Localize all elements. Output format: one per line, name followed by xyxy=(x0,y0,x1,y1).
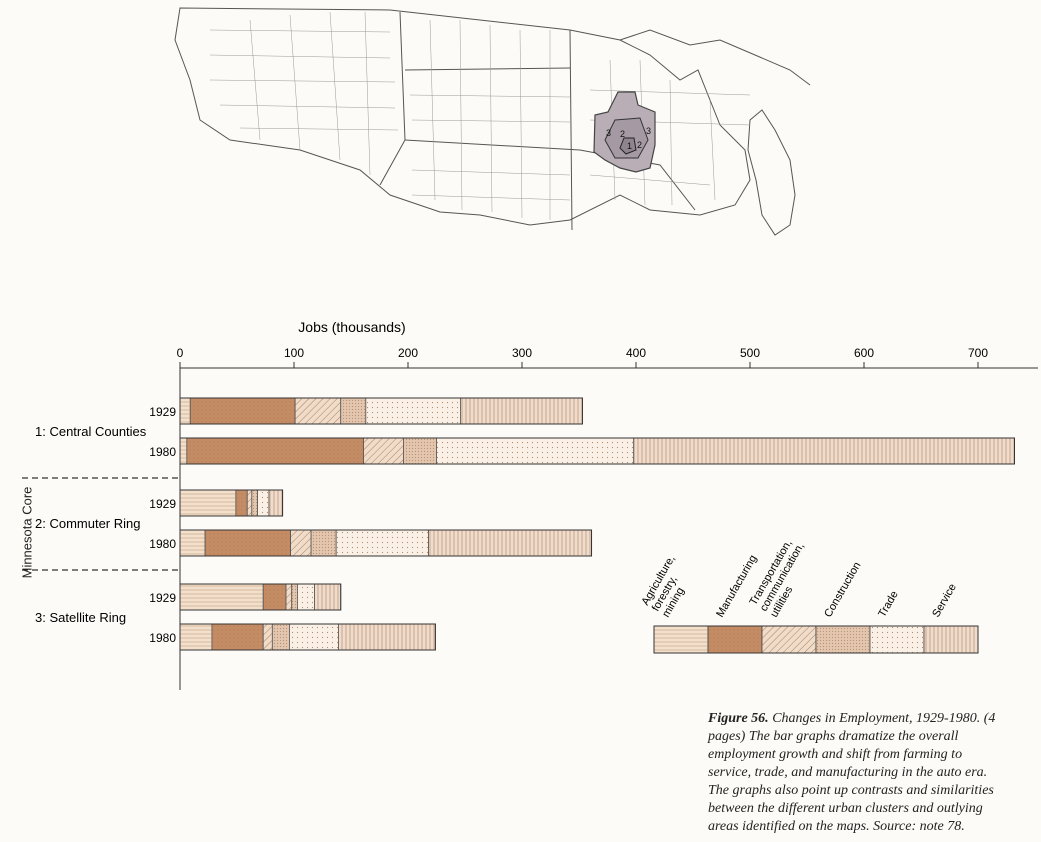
x-tick-label: 700 xyxy=(968,346,988,360)
bar-outline xyxy=(179,623,436,651)
caption-title: Changes in Employment, 1929-1980. xyxy=(772,711,981,726)
bar-segment xyxy=(335,529,429,557)
legend-label-line: Trade xyxy=(876,589,901,620)
lake-superior-shore xyxy=(619,29,811,86)
x-tick-label: 0 xyxy=(177,346,184,360)
state-line-2 xyxy=(404,67,571,71)
bar-segment xyxy=(289,623,339,651)
figure-caption: Figure 56. Changes in Employment, 1929-1… xyxy=(708,710,1008,836)
legend-swatch xyxy=(923,625,979,654)
bar-segment xyxy=(460,397,583,425)
legend-swatch xyxy=(815,625,871,654)
bar-segment xyxy=(189,397,296,425)
bar-segment xyxy=(262,583,287,611)
legend-label: Service xyxy=(930,582,959,620)
bar-segment xyxy=(297,583,315,611)
bar-segment xyxy=(179,437,188,465)
legend-label: Manufacturing xyxy=(714,553,759,619)
bar-segment xyxy=(340,397,367,425)
legend-label: Trade xyxy=(876,589,901,620)
legend-label-line: Service xyxy=(930,582,959,620)
legend-swatch xyxy=(707,625,763,654)
bar-segment xyxy=(633,437,1015,465)
bar-segment xyxy=(179,529,206,557)
x-tick-label: 300 xyxy=(512,346,532,360)
map-label-ring-3-east: 3 xyxy=(646,126,651,136)
upper-midwest-map: 3 2 1 2 3 xyxy=(174,7,811,236)
x-tick-label: 400 xyxy=(626,346,646,360)
caption-lead: Figure 56. xyxy=(708,711,769,726)
legend-swatch xyxy=(869,625,925,654)
bar-segment xyxy=(246,489,253,517)
bar-segment xyxy=(338,623,436,651)
bar-segment xyxy=(363,437,404,465)
bar-year-label: 1929 xyxy=(149,497,176,511)
bar-segment xyxy=(290,529,312,557)
bar-segment xyxy=(271,623,290,651)
map-label-ring-2-east: 2 xyxy=(637,140,642,150)
bar-segment xyxy=(314,583,342,611)
legend-label-line: Manufacturing xyxy=(714,553,759,619)
bar-segment xyxy=(294,397,342,425)
bar-segment xyxy=(310,529,337,557)
x-tick-label: 100 xyxy=(284,346,304,360)
bar-segment xyxy=(285,583,293,611)
bar-year-label: 1980 xyxy=(149,445,176,459)
lake-michigan xyxy=(747,109,796,236)
bar-outline xyxy=(179,583,342,611)
map-label-ring-2-west: 2 xyxy=(620,129,625,139)
group-label: 1: Central Counties xyxy=(35,424,147,439)
bar-segment xyxy=(262,623,273,651)
map-label-ring-3-west: 3 xyxy=(606,128,611,138)
legend-label: Agriculture,forestry,mining xyxy=(639,553,698,619)
group-label: 2: Commuter Ring xyxy=(35,516,140,531)
bar-outline xyxy=(179,489,284,517)
group-label: 3: Satellite Ring xyxy=(35,610,126,625)
bar-outline xyxy=(179,397,583,425)
bar-segment xyxy=(179,489,237,517)
legend-swatch xyxy=(653,625,709,654)
central-counties-boundary xyxy=(619,137,637,155)
state-line-3 xyxy=(404,139,581,151)
bar-segment xyxy=(251,489,258,517)
x-tick-label: 200 xyxy=(398,346,418,360)
bar-year-label: 1980 xyxy=(149,537,176,551)
x-axis-title: Jobs (thousands) xyxy=(298,319,405,335)
bar-segment xyxy=(428,529,592,557)
legend-swatch xyxy=(761,625,817,654)
legend-label: Transportation,communication,utilities xyxy=(747,535,817,620)
legend-label: Construction xyxy=(822,560,863,619)
x-tick-label: 500 xyxy=(740,346,760,360)
bar-segment xyxy=(257,489,270,517)
bar-year-label: 1929 xyxy=(149,591,176,605)
bar-segment xyxy=(365,397,461,425)
group-axis-label: Minnesota Core xyxy=(19,486,35,579)
legend-label-line: Construction xyxy=(822,560,863,619)
bar-year-label: 1980 xyxy=(149,631,176,645)
bar-outline xyxy=(179,437,1015,465)
map-label-ring-1: 1 xyxy=(627,141,632,151)
bar-segment xyxy=(179,583,264,611)
legend-outline xyxy=(653,625,979,654)
bar-segment xyxy=(268,489,284,517)
bar-segment xyxy=(436,437,635,465)
map-outline xyxy=(174,7,751,226)
bar-segment xyxy=(403,437,437,465)
bar-segment xyxy=(186,437,364,465)
caption-body: (4 pages) The bar graphs dramatize the o… xyxy=(708,711,996,834)
bar-segment xyxy=(235,489,248,517)
bar-segment xyxy=(204,529,291,557)
bar-year-label: 1929 xyxy=(149,405,176,419)
bar-outline xyxy=(179,529,593,557)
bar-segment xyxy=(179,397,191,425)
x-tick-label: 600 xyxy=(854,346,874,360)
bar-segment xyxy=(179,623,213,651)
bar-segment xyxy=(211,623,264,651)
bar-segment xyxy=(291,583,298,611)
state-line-4 xyxy=(569,29,573,231)
